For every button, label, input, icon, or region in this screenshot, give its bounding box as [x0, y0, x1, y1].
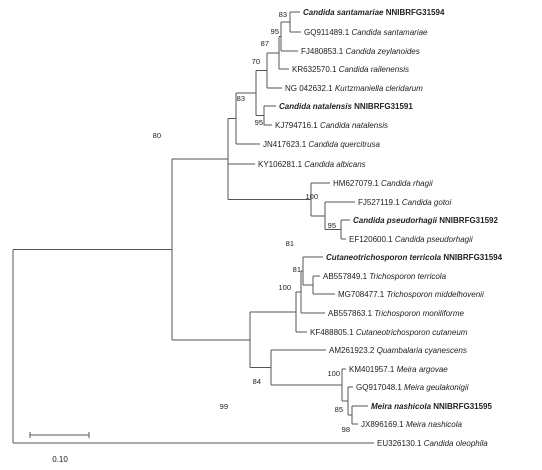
accession-number: AM261923.2 — [329, 346, 377, 355]
bootstrap-value: 81 — [293, 265, 301, 274]
species-name: Cutaneotrichosporon terricola — [326, 253, 442, 262]
leaf-label: Candida natalensis NNIBRFG31591 — [279, 102, 413, 111]
bootstrap-value: 87 — [261, 39, 269, 48]
strain-id: NNIBRFG31595 — [431, 402, 492, 411]
leaf-label: Candida pseudorhagii NNIBRFG31592 — [353, 216, 498, 225]
bootstrap-value: 95 — [255, 118, 263, 127]
leaf-label: Cutaneotrichosporon terricola NNIBRFG315… — [326, 253, 503, 262]
species-name: Candida natalensis — [320, 121, 388, 130]
strain-id: NNIBRFG31591 — [352, 102, 413, 111]
bootstrap-value: 100 — [305, 192, 318, 201]
accession-number: JN417623.1 — [263, 140, 308, 149]
leaf-label: EF120600.1 Candida pseudorhagii — [349, 235, 473, 244]
accession-number: GQ917048.1 — [356, 383, 404, 392]
tree-branches — [12, 11, 374, 444]
accession-number: GQ911489.1 — [304, 28, 351, 37]
species-name: Meira argovae — [397, 365, 449, 374]
accession-number: EU326130.1 — [377, 439, 424, 448]
strain-id: NNIBRFG31594 — [383, 8, 444, 17]
leaf-label: GQ911489.1 Candida santamariae — [304, 28, 428, 37]
accession-number: KM401957.1 — [349, 365, 397, 374]
accession-number: JX896169.1 — [361, 420, 406, 429]
accession-number: NG 042632.1 — [285, 84, 335, 93]
species-name: Kurtzmaniella cleridarum — [335, 84, 423, 93]
leaf-label: EU326130.1 Candida oleophila — [377, 439, 488, 448]
species-name: Candida zeylanoides — [345, 47, 419, 56]
species-name: Candida santamariae — [303, 8, 384, 17]
accession-number: EF120600.1 — [349, 235, 395, 244]
species-name: Meira nashicola — [371, 402, 432, 411]
leaf-label: KR632570.1 Candida railenensis — [292, 65, 409, 74]
leaf-label: FJ480853.1 Candida zeylanoides — [301, 47, 420, 56]
accession-number: KJ794716.1 — [275, 121, 320, 130]
leaf-label: HM627079.1 Candida rhagii — [333, 179, 433, 188]
species-name: Meira nashicola — [406, 420, 463, 429]
species-name: Meira geulakonigii — [404, 383, 469, 392]
species-name: Candida railenensis — [339, 65, 409, 74]
leaf-label: JN417623.1 Candida quercitrusa — [263, 140, 381, 149]
species-name: Candida santamariae — [351, 28, 428, 37]
leaf-label: JX896169.1 Meira nashicola — [361, 420, 463, 429]
leaf-label: KJ794716.1 Candida natalensis — [275, 121, 388, 130]
bootstrap-value: 95 — [271, 27, 279, 36]
leaf-label: NG 042632.1 Kurtzmaniella cleridarum — [285, 84, 423, 93]
species-name: Candida quercitrusa — [308, 140, 380, 149]
bootstrap-value: 84 — [253, 377, 261, 386]
species-name: Candida pseudorhagii — [395, 235, 473, 244]
species-name: Trichosporon moniliforme — [374, 309, 464, 318]
bootstrap-value: 100 — [327, 369, 340, 378]
species-name: Trichosporon terricola — [369, 272, 446, 281]
accession-number: KF488805.1 — [310, 328, 356, 337]
leaf-label: AM261923.2 Quambalaria cyanescens — [329, 346, 467, 355]
leaf-label: KY106281.1 Candida albicans — [258, 160, 366, 169]
leaf-label: KM401957.1 Meira argovae — [349, 365, 448, 374]
species-name: Candida pseudorhagii — [353, 216, 438, 225]
species-name: Candida albicans — [304, 160, 365, 169]
bootstrap-value: 85 — [335, 405, 343, 414]
accession-number: FJ527119.1 — [358, 198, 402, 207]
leaf-label: KF488805.1 Cutaneotrichosporon cutaneum — [310, 328, 468, 337]
bootstrap-value: 83 — [237, 94, 245, 103]
accession-number: AB557863.1 — [328, 309, 374, 318]
accession-number: KY106281.1 — [258, 160, 304, 169]
bootstrap-value: 98 — [342, 425, 350, 434]
species-name: Candida oleophila — [424, 439, 489, 448]
bootstrap-value: 99 — [220, 402, 228, 411]
leaf-label: MG708477.1 Trichosporon middelhovenii — [338, 290, 484, 299]
leaf-label: AB557849.1 Trichosporon terricola — [323, 272, 447, 281]
species-name: Candida rhagii — [381, 179, 433, 188]
species-name: Candida gotoi — [402, 198, 452, 207]
accession-number: AB557849.1 — [323, 272, 369, 281]
scale-bar: 0.10 — [29, 432, 90, 464]
leaf-label: FJ527119.1 Candida gotoi — [358, 198, 451, 207]
species-name: Cutaneotrichosporon cutaneum — [356, 328, 468, 337]
leaf-label: GQ917048.1 Meira geulakonigii — [356, 383, 469, 392]
scale-bar-label: 0.10 — [52, 455, 68, 464]
accession-number: FJ480853.1 — [301, 47, 345, 56]
bootstrap-value: 80 — [153, 131, 161, 140]
accession-number: MG708477.1 — [338, 290, 386, 299]
bootstrap-value: 70 — [252, 57, 260, 66]
bootstrap-value: 83 — [279, 10, 287, 19]
leaf-labels: Candida santamariae NNIBRFG31594 GQ911489… — [258, 8, 503, 448]
bootstrap-value: 81 — [286, 239, 294, 248]
leaf-label: Candida santamariae NNIBRFG31594 — [303, 8, 445, 17]
accession-number: KR632570.1 — [292, 65, 339, 74]
accession-number: HM627079.1 — [333, 179, 381, 188]
species-name: Candida natalensis — [279, 102, 352, 111]
strain-id: NNIBRFG31592 — [437, 216, 498, 225]
bootstrap-value: 95 — [328, 221, 336, 230]
leaf-label: Meira nashicola NNIBRFG31595 — [371, 402, 492, 411]
strain-id: NNIBRFG31594 — [441, 253, 502, 262]
bootstrap-value: 100 — [278, 283, 291, 292]
species-name: Trichosporon middelhovenii — [386, 290, 483, 299]
leaf-label: AB557863.1 Trichosporon moniliforme — [328, 309, 464, 318]
species-name: Quambalaria cyanescens — [377, 346, 467, 355]
